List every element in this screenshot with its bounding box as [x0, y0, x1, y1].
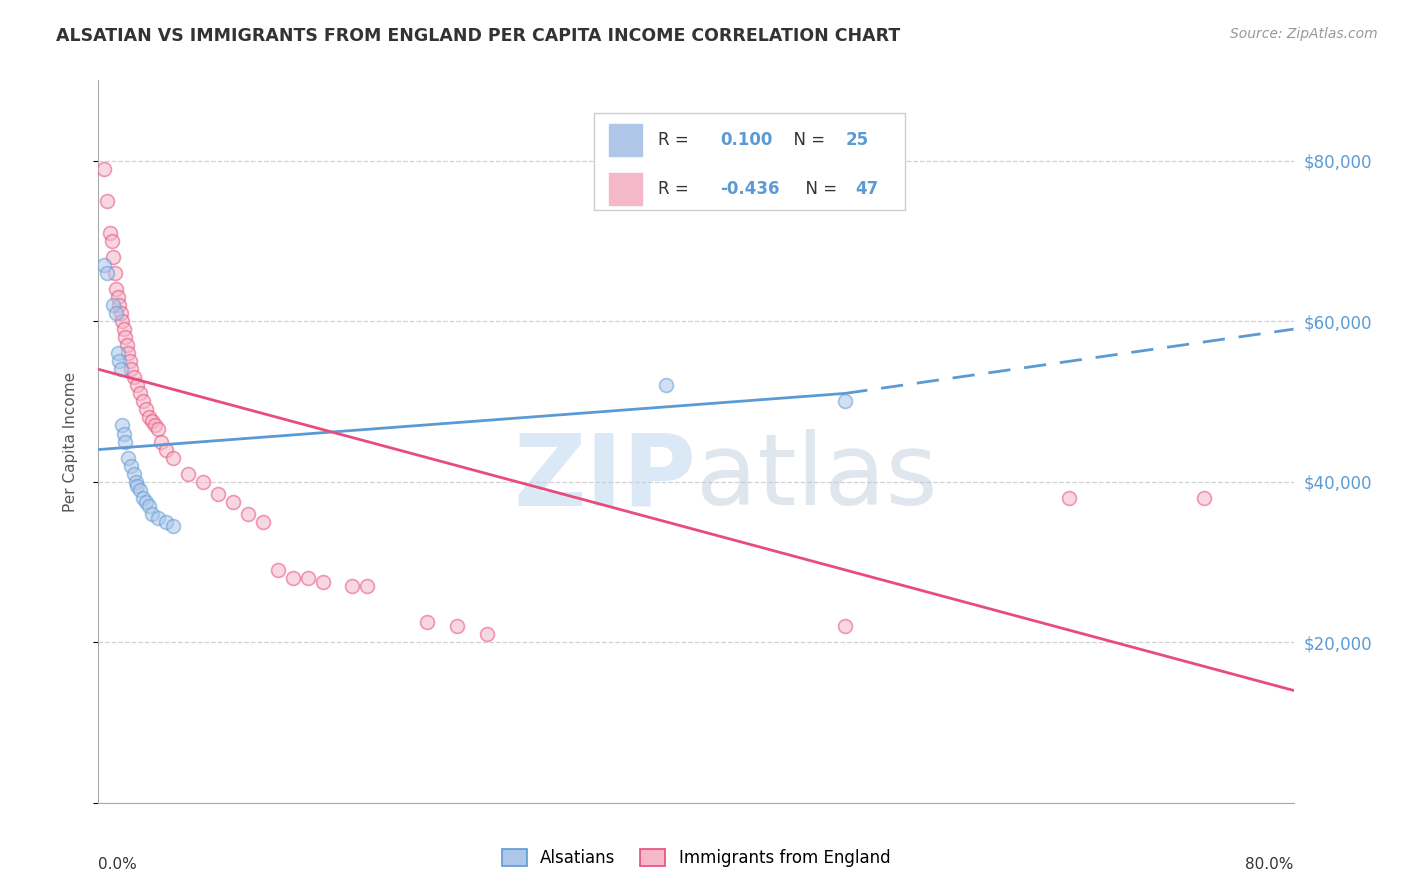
- Point: [101, 234, 124, 248]
- Point: [103, 298, 125, 312]
- Point: [132, 491, 155, 505]
- Point: [96, 266, 118, 280]
- Point: [117, 450, 139, 465]
- Point: [311, 574, 333, 589]
- Point: [124, 467, 146, 481]
- Point: [93, 161, 115, 176]
- Point: [143, 418, 166, 433]
- Point: [103, 250, 125, 264]
- Point: [281, 571, 304, 585]
- Text: 47: 47: [855, 180, 879, 198]
- Text: N =: N =: [783, 131, 831, 149]
- Point: [129, 483, 152, 497]
- Point: [475, 627, 498, 641]
- Point: [1059, 491, 1081, 505]
- Text: 0.100: 0.100: [720, 131, 772, 149]
- Text: 0.0%: 0.0%: [98, 857, 138, 872]
- Point: [132, 394, 155, 409]
- Text: 25: 25: [845, 131, 869, 149]
- Point: [112, 426, 135, 441]
- Point: [416, 615, 439, 630]
- Point: [108, 298, 131, 312]
- Point: [127, 478, 149, 492]
- Point: [834, 619, 856, 633]
- Point: [148, 510, 170, 524]
- Point: [112, 322, 135, 336]
- Point: [114, 434, 136, 449]
- Point: [129, 386, 152, 401]
- Point: [138, 410, 160, 425]
- Point: [252, 515, 274, 529]
- Point: [117, 346, 139, 360]
- Text: R =: R =: [658, 180, 693, 198]
- Point: [120, 362, 142, 376]
- Point: [114, 330, 136, 344]
- Point: [105, 306, 128, 320]
- Point: [138, 499, 160, 513]
- Point: [155, 515, 177, 529]
- Point: [162, 518, 184, 533]
- Point: [108, 354, 131, 368]
- Point: [107, 290, 129, 304]
- Point: [342, 579, 364, 593]
- Point: [118, 354, 141, 368]
- Point: [111, 418, 134, 433]
- Point: [150, 434, 173, 449]
- Point: [162, 450, 184, 465]
- Text: -0.436: -0.436: [720, 180, 779, 198]
- Point: [236, 507, 259, 521]
- Point: [135, 494, 157, 508]
- Point: [120, 458, 142, 473]
- Text: N =: N =: [796, 180, 842, 198]
- Point: [127, 378, 149, 392]
- Point: [93, 258, 115, 272]
- Text: Source: ZipAtlas.com: Source: ZipAtlas.com: [1230, 27, 1378, 41]
- Y-axis label: Per Capita Income: Per Capita Income: [63, 371, 77, 512]
- Text: atlas: atlas: [696, 429, 938, 526]
- Point: [655, 378, 678, 392]
- Point: [297, 571, 319, 585]
- Text: R =: R =: [658, 131, 693, 149]
- Point: [107, 346, 129, 360]
- Point: [124, 370, 146, 384]
- Point: [446, 619, 468, 633]
- Point: [110, 362, 132, 376]
- Point: [115, 338, 138, 352]
- FancyBboxPatch shape: [595, 112, 905, 211]
- Point: [148, 422, 170, 436]
- Point: [135, 402, 157, 417]
- Point: [104, 266, 127, 280]
- Text: ALSATIAN VS IMMIGRANTS FROM ENGLAND PER CAPITA INCOME CORRELATION CHART: ALSATIAN VS IMMIGRANTS FROM ENGLAND PER …: [56, 27, 900, 45]
- Point: [207, 486, 229, 500]
- Point: [267, 563, 290, 577]
- Point: [141, 414, 163, 428]
- Text: ZIP: ZIP: [513, 429, 696, 526]
- Point: [1192, 491, 1215, 505]
- Point: [96, 194, 118, 208]
- Point: [110, 306, 132, 320]
- Point: [177, 467, 200, 481]
- Point: [356, 579, 378, 593]
- Point: [191, 475, 214, 489]
- Point: [222, 494, 245, 508]
- Text: 80.0%: 80.0%: [1246, 857, 1294, 872]
- Point: [111, 314, 134, 328]
- Legend: Alsatians, Immigrants from England: Alsatians, Immigrants from England: [495, 842, 897, 874]
- Bar: [609, 173, 643, 205]
- Point: [155, 442, 177, 457]
- Point: [98, 226, 122, 240]
- Bar: [609, 124, 643, 156]
- Point: [105, 282, 128, 296]
- Point: [141, 507, 163, 521]
- Point: [834, 394, 856, 409]
- Point: [125, 475, 148, 489]
